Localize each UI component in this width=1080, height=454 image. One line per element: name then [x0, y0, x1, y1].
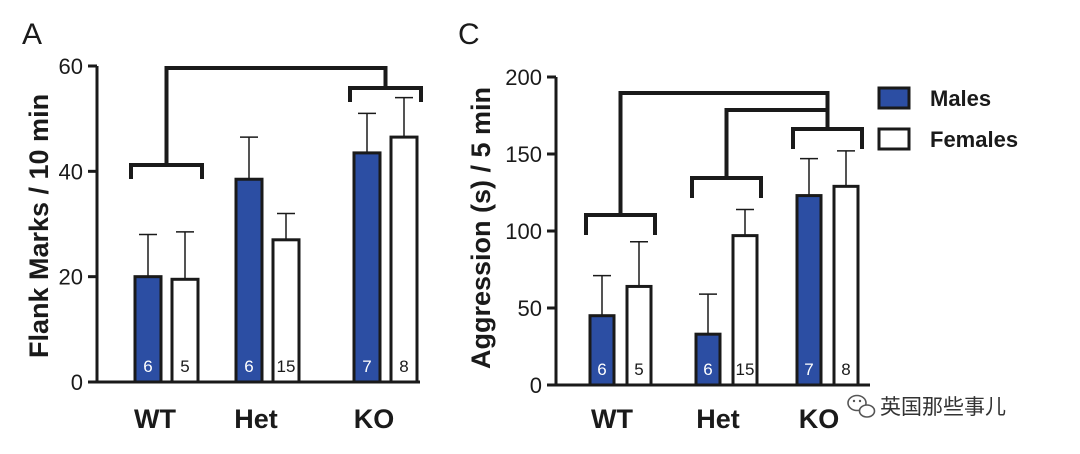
panel-c-category-labels: WT Het KO	[591, 404, 839, 434]
panel-a-bar-females-wt	[170, 277, 200, 384]
panel-a-bracket-wt-vs-ko	[164, 66, 388, 165]
panel-a-bar-males-ko	[352, 151, 382, 384]
panel-a-category-label-wt: WT	[134, 404, 176, 434]
panel-c-y-tick-label: 0	[530, 373, 542, 398]
panel-c-y-tick-label: 200	[505, 65, 542, 90]
panel-c-n-label: 6	[597, 360, 606, 379]
panel-a-y-tick-label: 20	[59, 265, 83, 290]
panel-c-bracket-wt	[584, 213, 657, 235]
panel-a-n-label: 7	[362, 357, 371, 376]
panel-c-n-label: 5	[634, 360, 643, 379]
panel-a-n-label: 6	[143, 357, 152, 376]
panel-a-n-label: 5	[180, 357, 189, 376]
panel-c-bracket-het-vs-ko	[724, 108, 830, 178]
watermark-text: 英国那些事儿	[880, 395, 1006, 419]
watermark: 英国那些事儿	[847, 394, 1006, 419]
panel-a-n-label: 8	[399, 357, 408, 376]
panel-c-bars: 6 5 6 15 7 8	[588, 150, 860, 387]
legend-label-males: Males	[930, 86, 991, 111]
panel-c-y-tick-label: 50	[518, 296, 542, 321]
panel-a-bracket-wt	[129, 163, 204, 179]
panel-c-bar-males-ko	[795, 194, 823, 387]
panel-c-n-label: 6	[703, 360, 712, 379]
panel-a-y-tick-label: 0	[71, 370, 83, 395]
panel-c-n-label: 15	[736, 360, 755, 379]
panel-c-y-ticks: 0 50 100 150 200	[505, 65, 556, 398]
panel-c-bracket-het	[690, 176, 763, 198]
panel-c-y-tick-label: 150	[505, 142, 542, 167]
panel-a-y-tick-label: 40	[59, 159, 83, 184]
legend-swatch-males	[877, 86, 911, 110]
legend-swatch-females	[877, 127, 911, 151]
panel-a-n-label: 15	[277, 357, 296, 376]
panel-c-n-label: 7	[804, 360, 813, 379]
panel-c: C Aggression (s) / 5 min 0 50 100 150 200 6 5…	[458, 18, 870, 434]
panel-c-category-label-ko: KO	[799, 404, 840, 434]
panel-c-significance-brackets	[584, 91, 864, 235]
panel-a-bar-females-ko	[389, 135, 419, 384]
panel-a-n-label: 6	[244, 357, 253, 376]
panel-a-category-labels: WT Het KO	[134, 404, 394, 434]
panel-a-bar-males-het	[234, 177, 264, 384]
panel-c-bracket-ko	[791, 127, 864, 149]
panel-c-label: C	[458, 18, 480, 51]
panel-a-bracket-ko	[348, 86, 423, 102]
panel-c-y-tick-label: 100	[505, 219, 542, 244]
panel-c-bar-males-wt	[588, 314, 616, 387]
panel-c-bar-females-ko	[832, 184, 860, 387]
wechat-icon	[847, 394, 876, 418]
panel-c-y-axis-title: Aggression (s) / 5 min	[466, 87, 496, 369]
panel-c-bar-males-het	[694, 332, 722, 387]
panel-a-label: A	[22, 18, 42, 51]
panel-c-category-label-het: Het	[696, 404, 740, 434]
legend: Males Females	[877, 86, 1018, 152]
legend-label-females: Females	[930, 127, 1018, 152]
panel-a-bar-females-het	[271, 238, 301, 384]
panel-a-category-label-ko: KO	[354, 404, 395, 434]
panel-a-bars: 6 5 6 15 7 8	[133, 96, 419, 384]
panel-c-n-label: 8	[841, 360, 850, 379]
panel-a: A Flank Marks / 10 min 0 20 40 60 6 5 6 15 7 8 W…	[22, 18, 423, 434]
panel-a-y-tick-label: 60	[59, 54, 83, 79]
panel-a-category-label-het: Het	[234, 404, 278, 434]
panel-a-y-axis-title: Flank Marks / 10 min	[24, 94, 54, 358]
panel-c-category-label-wt: WT	[591, 404, 633, 434]
panel-a-y-ticks: 0 20 40 60	[59, 54, 97, 395]
panel-a-significance-brackets	[129, 66, 423, 179]
